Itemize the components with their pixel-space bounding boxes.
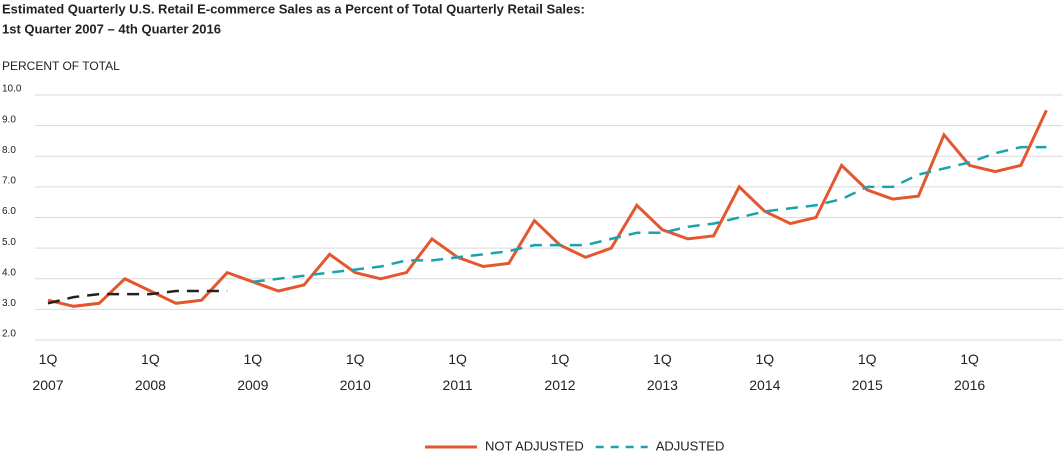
y-tick-label: 9.0 (2, 114, 16, 125)
y-tick-label: 6.0 (2, 206, 16, 217)
legend-label: NOT ADJUSTED (485, 438, 584, 452)
series-line (252, 145, 1047, 284)
y-tick-label: 2.0 (2, 329, 16, 340)
y-tick-label: 3.0 (2, 298, 16, 309)
legend-label: ADJUSTED (656, 438, 725, 452)
series-line (47, 109, 1048, 308)
x-tick-label: 1Q 2011 (443, 351, 473, 393)
x-tick-label: 1Q 2007 (32, 351, 63, 393)
y-tick-label: 10.0 (2, 84, 22, 95)
y-tick-label: 5.0 (2, 237, 16, 248)
series-line (47, 289, 228, 305)
y-axis-label: PERCENT OF TOTAL (2, 59, 120, 73)
x-tick-label: 1Q 2012 (544, 351, 575, 393)
y-tick-label: 7.0 (2, 176, 16, 187)
x-tick-label: 1Q 2016 (954, 351, 985, 393)
chart-title: Estimated Quarterly U.S. Retail E-commer… (2, 1, 585, 16)
x-tick-label: 1Q 2010 (340, 351, 371, 393)
x-tick-label: 1Q 2008 (135, 351, 166, 393)
x-tick-label: 1Q 2015 (852, 351, 883, 393)
x-tick-label: 1Q 2013 (647, 351, 678, 393)
x-tick-label: 1Q 2014 (749, 351, 780, 393)
chart-subtitle: 1st Quarter 2007 – 4th Quarter 2016 (2, 21, 221, 36)
y-tick-label: 8.0 (2, 145, 16, 156)
x-tick-label: 1Q 2009 (237, 351, 268, 393)
y-tick-label: 4.0 (2, 267, 16, 278)
